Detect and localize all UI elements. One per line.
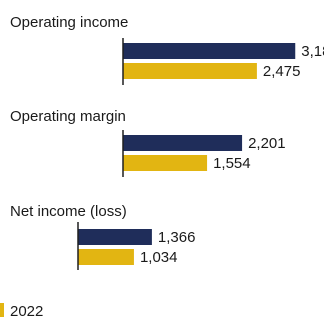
bar	[123, 63, 257, 79]
legend-label: 2022	[10, 303, 43, 320]
legend-swatch	[0, 303, 4, 317]
group-title: Operating income	[10, 14, 128, 31]
value-label: 3,184	[301, 43, 324, 60]
value-label: 1,034	[140, 249, 178, 266]
value-label: 2,201	[248, 135, 286, 152]
group-title: Operating margin	[10, 108, 126, 125]
value-label: 1,554	[213, 155, 251, 172]
bar	[78, 249, 134, 265]
value-label: 2,475	[263, 63, 301, 80]
bar	[123, 43, 296, 59]
bar	[123, 155, 208, 171]
bar	[78, 229, 152, 245]
group-title: Net income (loss)	[10, 203, 127, 220]
value-label: 1,366	[158, 229, 196, 246]
bar	[123, 135, 243, 151]
